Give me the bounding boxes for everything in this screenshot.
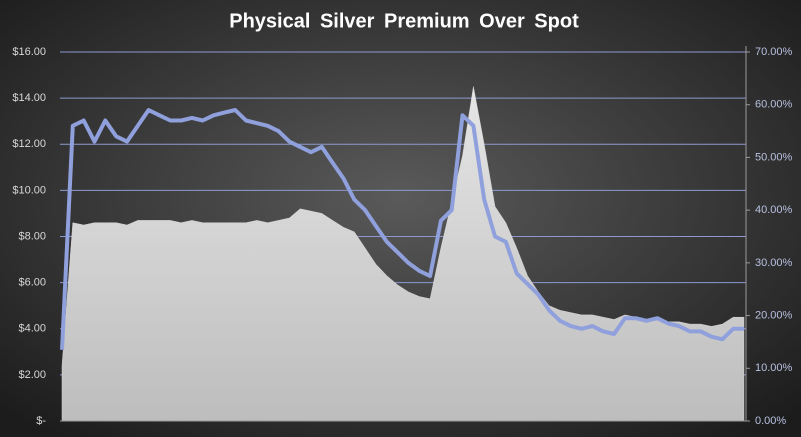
y2-tick-label: 20.00% (755, 309, 793, 321)
y2-tick-label: 70.00% (755, 46, 793, 58)
y2-tick-label: 30.00% (755, 257, 793, 269)
y2-tick-label: 60.00% (755, 99, 793, 111)
y-tick-label: $14.00 (12, 92, 46, 104)
y-tick-label: $2.00 (18, 369, 46, 381)
y-tick-label: $10.00 (12, 184, 46, 196)
line (60, 108, 744, 350)
y-tick-label: $6.00 (18, 277, 46, 289)
y-tick-label: $4.00 (18, 323, 46, 335)
y-tick-label: $8.00 (18, 230, 46, 242)
y2-tick-label: 10.00% (755, 362, 793, 374)
y-tick-label: $- (36, 415, 46, 427)
y2-tick-label: 40.00% (755, 204, 793, 216)
y2-tick-label: 0.00% (755, 415, 786, 427)
y2-tick-label: 50.00% (755, 151, 793, 163)
y-tick-label: $16.00 (12, 46, 46, 58)
chart-title: Physical Silver Premium Over Spot (229, 10, 579, 32)
y-tick-label: $12.00 (12, 138, 46, 150)
